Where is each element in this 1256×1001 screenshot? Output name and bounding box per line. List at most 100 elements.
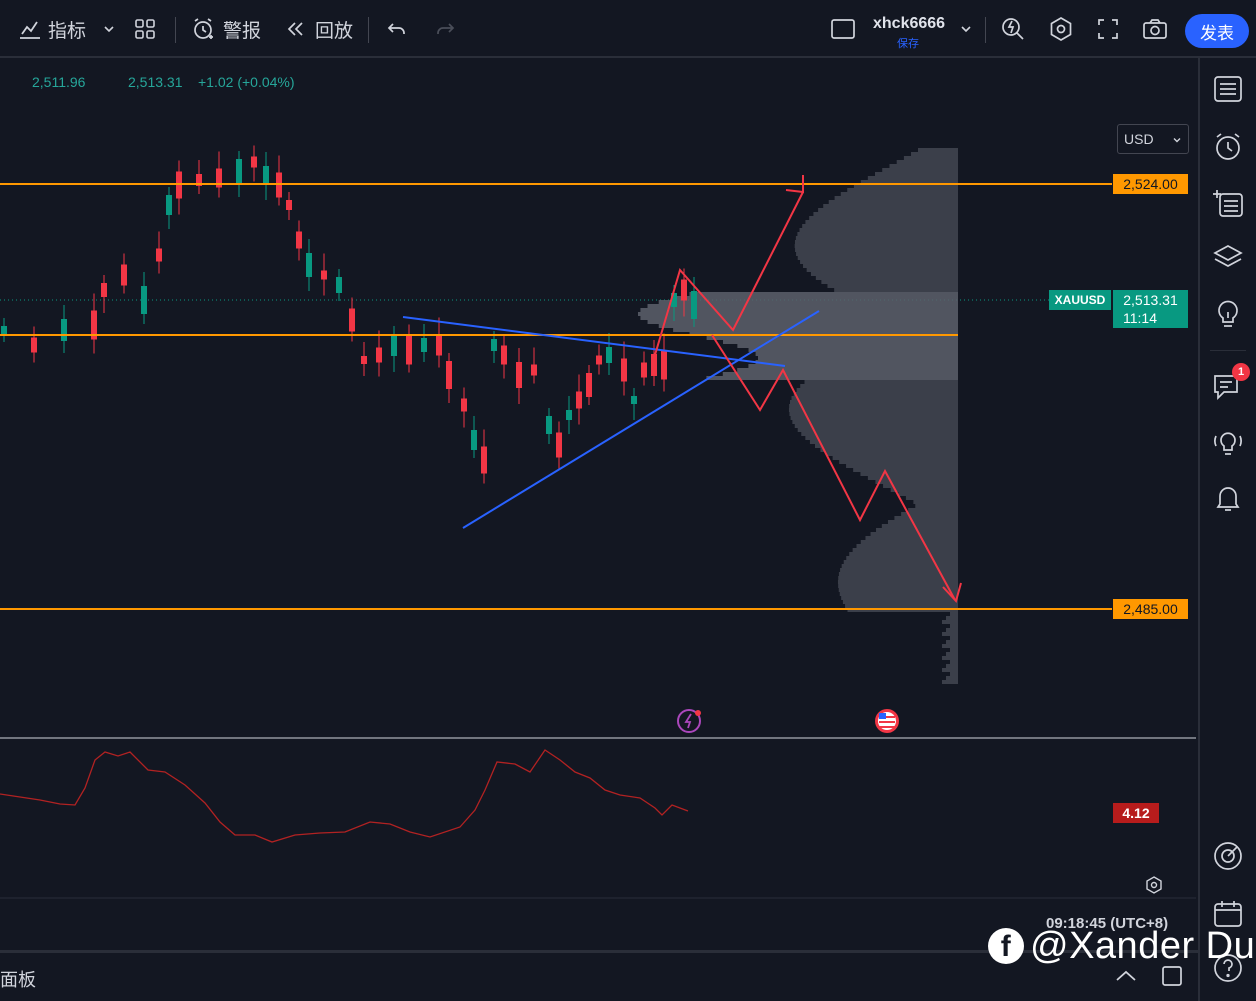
volume-profile-bar: [706, 336, 958, 340]
candle-body: [361, 356, 367, 364]
object-tree-button[interactable]: [1212, 186, 1244, 218]
snapshot-button[interactable]: [1142, 0, 1168, 58]
candle-body: [446, 361, 452, 389]
indicators-dropdown[interactable]: [102, 0, 116, 58]
chats-button[interactable]: 1: [1212, 363, 1250, 402]
volume-profile-bar: [846, 464, 958, 468]
volume-profile-bar: [865, 536, 958, 540]
settings-button[interactable]: [1048, 0, 1074, 58]
layers-button[interactable]: [1212, 242, 1244, 274]
candle-body: [166, 195, 172, 215]
earnings-event-icon[interactable]: [677, 709, 701, 733]
price-chart[interactable]: [0, 58, 1196, 948]
save-status[interactable]: 保存: [897, 38, 919, 50]
calendar-button[interactable]: [1212, 898, 1244, 930]
ideas-button[interactable]: [1212, 298, 1244, 330]
volume-profile-bar: [918, 148, 958, 152]
candle-body: [156, 248, 162, 262]
candle-body: [546, 416, 552, 434]
candle-body: [516, 362, 522, 388]
volume-profile-bar: [793, 392, 958, 396]
dom-button[interactable]: [1212, 840, 1244, 872]
volume-profile-bar: [794, 240, 958, 244]
volume-profile-bar: [809, 440, 958, 444]
volume-profile-bar: [800, 260, 958, 264]
layout-name[interactable]: xhck6666: [873, 15, 946, 32]
grid-layout-icon: [135, 19, 155, 39]
volume-profile-bar: [849, 552, 958, 556]
notifications-button[interactable]: [1212, 482, 1244, 514]
volume-profile-bar: [950, 624, 958, 628]
volume-profile-bar: [748, 348, 958, 352]
pane-settings-button[interactable]: [1144, 875, 1164, 900]
candle-body: [306, 253, 312, 277]
volume-profile-bar: [820, 448, 958, 452]
indicators-button[interactable]: 指标: [18, 0, 86, 58]
replay-button[interactable]: 回放: [285, 0, 353, 58]
layout-select-button[interactable]: [830, 0, 856, 58]
volume-profile-bar: [840, 192, 958, 196]
undo-button[interactable]: [386, 0, 408, 58]
currency-select[interactable]: USD: [1117, 124, 1189, 154]
volume-profile-bar: [950, 672, 958, 676]
alerts-button[interactable]: 警报: [191, 0, 261, 58]
volume-profile-bar: [845, 604, 958, 608]
volume-profile-bar: [638, 312, 958, 316]
watchlist-button[interactable]: [1212, 73, 1244, 105]
volume-profile-bar: [853, 468, 958, 472]
volume-profile: [638, 148, 958, 684]
volume-profile-bar: [860, 180, 958, 184]
candle-body: [631, 396, 637, 404]
volume-profile-bar: [800, 384, 958, 388]
volume-profile-bar: [883, 484, 958, 488]
volume-profile-bar: [789, 412, 958, 416]
lower-level-price-tag[interactable]: 2,485.00: [1113, 599, 1188, 619]
layout-dropdown[interactable]: [959, 0, 973, 58]
bar-countdown: 11:14: [1113, 308, 1188, 328]
volume-profile-bar: [737, 344, 958, 348]
symbol-tag: XAUUSD: [1049, 290, 1111, 310]
chart-area[interactable]: 2,511.96 2,513.31 +1.02 (+0.04%) USD 2,5…: [0, 58, 1196, 948]
volume-profile-bar: [901, 512, 958, 516]
volume-profile-bar: [748, 364, 958, 368]
volume-profile-bar: [911, 152, 958, 156]
candle-body: [461, 398, 467, 412]
volume-profile-bar: [887, 520, 958, 524]
candle-body: [681, 279, 687, 301]
redo-button[interactable]: [434, 0, 456, 58]
volume-profile-bar: [946, 640, 958, 644]
volume-profile-bar: [805, 436, 958, 440]
bullish-arrowhead: [785, 175, 804, 194]
clock-timezone[interactable]: 09:18:45 (UTC+8): [1046, 915, 1169, 932]
quick-search-button[interactable]: [1000, 0, 1026, 58]
maximize-panel-button[interactable]: [1160, 964, 1184, 993]
streams-button[interactable]: [1212, 426, 1244, 458]
bullish-projection-path[interactable]: [654, 191, 804, 356]
layouts-button[interactable]: [134, 0, 156, 58]
volume-profile-bar: [847, 188, 958, 192]
undo-icon: [387, 23, 405, 34]
descending-trendline[interactable]: [402, 316, 786, 367]
trading-panel-label[interactable]: 面板: [0, 970, 36, 990]
collapse-panel-button[interactable]: [1113, 966, 1139, 991]
toolbar-divider: [985, 17, 986, 43]
currency-label: USD: [1124, 131, 1154, 147]
help-button[interactable]: [1212, 952, 1244, 984]
volume-profile-bar: [789, 400, 958, 404]
bearish-projection-path[interactable]: [711, 334, 956, 601]
alerts-panel-button[interactable]: [1212, 130, 1244, 162]
us-flag-event-icon[interactable]: [875, 709, 899, 733]
volume-profile-bar: [804, 380, 958, 384]
volume-profile-bar: [881, 524, 958, 528]
ascending-trendline[interactable]: [462, 310, 820, 529]
volume-profile-bar: [723, 340, 958, 344]
volume-profile-bar: [823, 204, 958, 208]
volume-profile-bar: [757, 356, 958, 360]
publish-button[interactable]: 发表: [1185, 14, 1249, 48]
volume-profile-bar: [913, 500, 958, 504]
upper-level-price-tag[interactable]: 2,524.00: [1113, 174, 1188, 194]
broadcast-bulb-icon: [1214, 432, 1242, 455]
fullscreen-button[interactable]: [1096, 0, 1120, 58]
volume-profile-bar: [832, 456, 958, 460]
volume-profile-bar: [867, 476, 958, 480]
